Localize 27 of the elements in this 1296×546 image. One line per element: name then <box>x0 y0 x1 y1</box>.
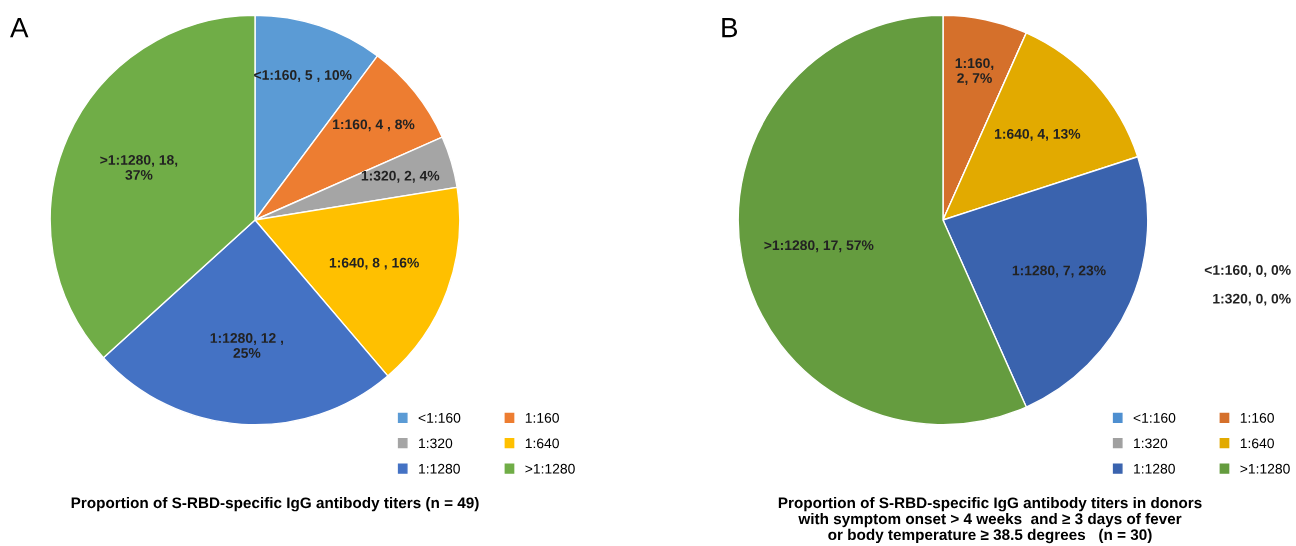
data-label: 1:320, 2, 4% <box>361 170 440 183</box>
legend-label: <1:160 <box>1133 412 1176 423</box>
legend-label: 1:160 <box>1240 412 1274 423</box>
legend-label: 1:1280 <box>1134 463 1175 474</box>
text: Proportion of S-RBD-specific IgG antibody titers (n = 49) <box>71 497 479 512</box>
data-label: 1:160, 2, 7% <box>955 58 994 86</box>
data-label: 1:160, 4 , 8% <box>333 119 415 132</box>
text: A <box>10 18 29 38</box>
legend-label: <1:160 <box>418 412 461 423</box>
legend-label: 1:640 <box>525 438 559 449</box>
text: <1:160, 0, 0% <box>1204 265 1291 277</box>
data-label: >1:1280, 18, 37% <box>100 155 178 180</box>
legend-label: 1:640 <box>1240 438 1274 449</box>
legend-label: 1:160 <box>525 412 559 423</box>
data-label: 1:1280, 7, 23% <box>1012 265 1106 278</box>
data-label: 1:640, 8 , 16% <box>329 257 419 270</box>
data-label: 1:1280, 12 , 25% <box>210 333 284 358</box>
legend-label: 1:1280 <box>419 463 460 474</box>
data-label: 1:640, 4, 13% <box>994 128 1081 141</box>
legend-label: 1:320 <box>1134 438 1168 449</box>
legend-label: 1:320 <box>419 438 453 449</box>
text: B <box>722 18 738 38</box>
data-label: >1:1280, 17, 57% <box>764 240 874 253</box>
text: 1:320, 0, 0% <box>1213 293 1291 306</box>
legend-label: >1:1280 <box>525 463 575 474</box>
text: Proportion of S-RBD-specific IgG antibody titers in donors with symptom onset > 4 weeks and ≥ 3 days of fever or body temperature ≥ 38.5 degrees (n = 30) <box>778 497 1202 544</box>
legend-label: >1:1280 <box>1240 463 1290 474</box>
